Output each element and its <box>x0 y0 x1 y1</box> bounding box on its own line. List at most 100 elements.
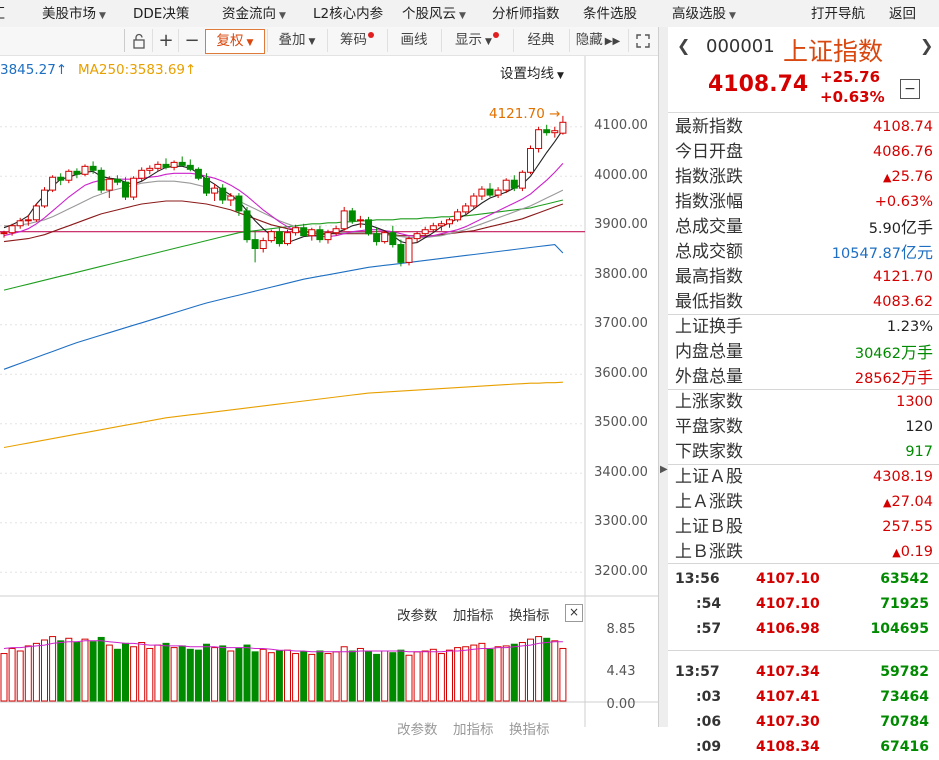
sub-y-tick: 0.00 <box>606 697 636 712</box>
stat-value: 917 <box>905 444 933 460</box>
divider <box>668 563 939 564</box>
candle-body <box>389 232 397 246</box>
quote-header: ❮ 000001 上证指数 ❯ 4108.74 +25.76 +0.63% − <box>668 27 939 113</box>
ma250-value: MA250:3583.69 <box>78 62 186 78</box>
diejia-button[interactable]: 叠加 ▼ <box>267 29 326 52</box>
candle-body <box>57 176 65 181</box>
stat-label: 最低指数 <box>675 292 743 312</box>
fullscreen-icon[interactable] <box>628 29 657 52</box>
menu-item[interactable]: L2核心内参 <box>313 4 383 24</box>
notification-dot <box>492 32 499 38</box>
chouma-label: 筹码 <box>340 32 367 48</box>
collapse-button[interactable]: − <box>900 79 920 99</box>
candle-body <box>259 240 267 250</box>
volume-bar <box>275 650 283 702</box>
volume-bar <box>89 641 97 702</box>
volume-bar <box>97 636 105 702</box>
change-params-button[interactable]: 改参数 <box>397 608 438 624</box>
quote-panel: ❮ 000001 上证指数 ❯ 4108.74 +25.76 +0.63% − … <box>668 27 939 755</box>
chevron-down-icon: ▼ <box>246 38 254 48</box>
volume-bar <box>154 644 162 702</box>
stat-value: 4086.76 <box>873 144 933 160</box>
volume-bar <box>130 646 138 702</box>
volume-bar <box>211 647 219 702</box>
menu-item[interactable]: 个股风云 ▼ <box>402 4 466 24</box>
candle-body <box>316 229 324 241</box>
volume-bar <box>170 647 178 702</box>
tick-volume: 73464 <box>880 689 929 705</box>
volume-bar <box>348 650 356 702</box>
divider <box>668 650 939 651</box>
candle-body <box>243 210 251 241</box>
menu-item[interactable]: 美股市场 ▼ <box>42 4 106 24</box>
switch-indicator-button[interactable]: 换指标 <box>509 608 550 624</box>
next-arrow-icon[interactable]: ❯ <box>920 36 934 55</box>
volume-bar <box>162 642 170 702</box>
ma-settings-button[interactable]: 设置均线 ▼ <box>500 62 564 82</box>
tick-price: 4107.30 <box>756 714 820 730</box>
stat-value: 4308.19 <box>873 469 933 485</box>
tick-volume: 104695 <box>870 621 929 637</box>
volume-bar <box>186 648 194 702</box>
tick-time: 13:56 <box>675 571 720 587</box>
volume-bar <box>41 639 48 702</box>
stat-label: 上Ａ涨跌 <box>675 492 743 512</box>
menu-item[interactable]: 返回 <box>889 4 916 24</box>
fuquan-button[interactable]: 复权 ▼ <box>205 29 265 54</box>
candle-body <box>219 187 227 201</box>
candle-body <box>413 233 421 240</box>
stat-value: 10547.87 <box>831 246 901 262</box>
stat-row: 今日开盘 4086.76 <box>675 140 933 165</box>
volume-bar <box>332 651 340 702</box>
zoom-in-icon[interactable]: + <box>152 29 179 52</box>
menu-item[interactable]: 外汇 <box>0 4 5 24</box>
kline-chart[interactable] <box>0 56 658 727</box>
tick-time: 13:57 <box>675 664 720 680</box>
volume-bar <box>502 645 510 702</box>
zoom-out-icon[interactable]: − <box>178 29 205 52</box>
high-annotation: 4121.70 → <box>489 106 560 122</box>
menu-item[interactable]: DDE决策 <box>133 4 189 24</box>
candle-body <box>32 205 40 221</box>
chevron-down-icon: ▼ <box>308 37 316 47</box>
stat-value-group: 917 <box>905 440 933 465</box>
add-indicator-button-bottom[interactable]: 加指标 <box>453 722 494 738</box>
collapse-arrow-icon[interactable]: ▶ <box>660 464 668 475</box>
change-params-button-bottom[interactable]: 改参数 <box>397 722 438 738</box>
switch-indicator-button-bottom[interactable]: 换指标 <box>509 722 550 738</box>
menu-item[interactable]: 分析师指数 <box>492 4 560 24</box>
ma10-line <box>3 163 564 238</box>
chouma-button[interactable]: 筹码 <box>327 29 386 52</box>
candle-body <box>186 164 194 170</box>
menu-item[interactable]: 打开导航 <box>811 4 865 24</box>
xianshi-button[interactable]: 显示 ▼ <box>441 29 512 52</box>
yincang-button[interactable]: 隐藏 ▶▶ <box>569 29 626 52</box>
volume-bar <box>251 651 259 702</box>
tick-volume: 71925 <box>880 596 929 612</box>
stat-label: 最高指数 <box>675 267 743 287</box>
stat-label: 平盘家数 <box>675 417 743 437</box>
close-icon[interactable]: × <box>565 604 583 622</box>
volume-bar <box>421 650 429 702</box>
candle-body <box>16 220 24 227</box>
candle-body <box>81 165 89 175</box>
tick-row: 13:57 4107.34 59782 <box>668 660 939 685</box>
menu-item[interactable]: 资金流向 ▼ <box>222 4 286 24</box>
stat-value-group: +0.63% <box>875 190 933 215</box>
volume-bar <box>57 640 65 702</box>
lock-icon[interactable] <box>124 29 153 52</box>
menu-item[interactable]: 高级选股 ▼ <box>672 4 736 24</box>
volume-bar <box>292 653 300 702</box>
menu-item[interactable]: 条件选股 <box>583 4 637 24</box>
candle-body <box>203 177 210 194</box>
prev-arrow-icon[interactable]: ❮ <box>677 36 691 55</box>
jingdian-button[interactable]: 经典 <box>513 29 568 52</box>
candle-body <box>138 169 146 179</box>
candle-body <box>8 225 16 234</box>
tick-volume: 63542 <box>880 571 929 587</box>
add-indicator-button[interactable]: 加指标 <box>453 608 494 624</box>
fuquan-label: 复权 <box>216 33 244 49</box>
latest-price: 4108.74 <box>708 72 809 97</box>
huaxian-button[interactable]: 画线 <box>387 29 440 52</box>
stat-value: 28562 <box>854 371 901 387</box>
